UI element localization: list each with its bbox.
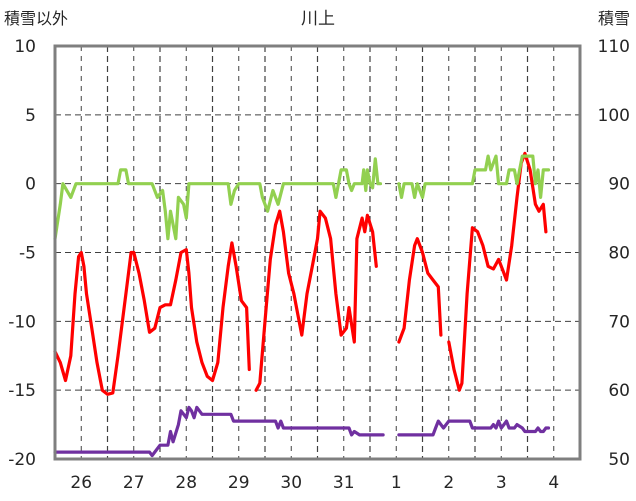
right-tick-label: 90 [608,175,630,195]
left-axis-label: 積雪以外 [4,9,68,28]
x-tick-label: 4 [548,473,559,493]
series-line [53,405,385,458]
x-tick-label: 29 [228,473,250,493]
plot-frame [53,44,582,461]
x-tick-label: 30 [280,473,302,493]
grid-lines [54,46,581,459]
x-tick-label: 28 [175,473,197,493]
right-tick-label: 80 [608,244,630,264]
series-line [397,154,551,199]
series-line [53,241,251,396]
series-line [397,419,551,437]
series-group [53,151,551,458]
left-tick-label: -5 [19,244,36,264]
series-line [447,151,548,392]
left-tick-label: -20 [8,450,36,470]
series-line [397,237,443,344]
series-line [53,157,383,241]
right-tick-label: 50 [608,450,630,470]
right-tick-label: 100 [598,106,630,126]
right-axis-label: 積雪 [598,9,630,28]
right-tick-label: 70 [608,312,630,332]
left-tick-label: 10 [14,37,36,57]
x-tick-label: 31 [333,473,355,493]
left-tick-label: -15 [8,381,36,401]
left-tick-label: 5 [25,106,36,126]
right-tick-label: 60 [608,381,630,401]
x-tick-label: 1 [391,473,402,493]
x-tick-label: 26 [70,473,92,493]
x-tick-label: 2 [443,473,454,493]
left-tick-label: 0 [25,175,36,195]
series-line [254,209,378,392]
x-tick-label: 3 [496,473,507,493]
left-tick-label: -10 [8,312,36,332]
x-tick-label: 27 [123,473,145,493]
chart-title: 川上 [301,9,335,29]
right-tick-label: 110 [598,37,630,57]
